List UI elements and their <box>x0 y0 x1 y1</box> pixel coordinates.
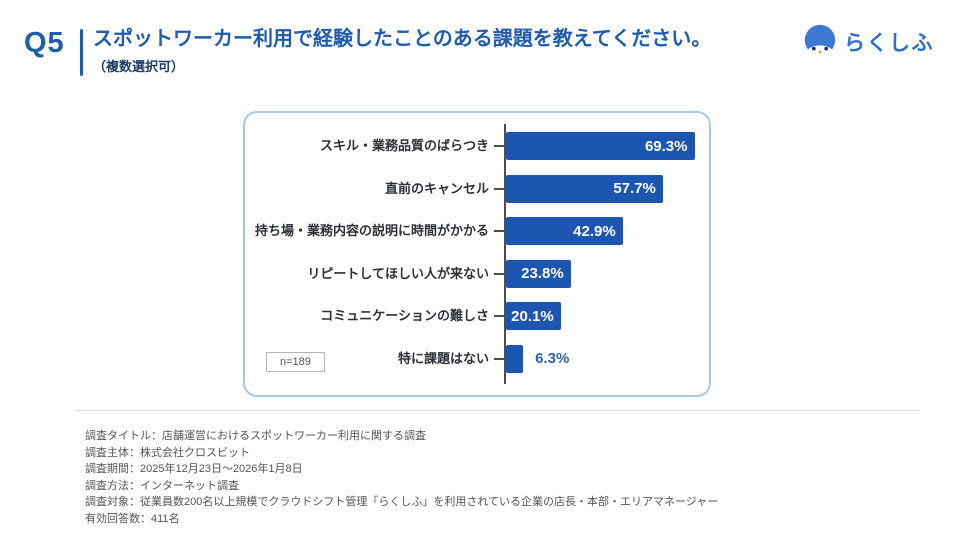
survey-note-line: 調査主体：株式会社クロスビット <box>85 446 250 459</box>
value-label: 20.1% <box>511 307 554 325</box>
value-label: 23.8% <box>521 265 564 283</box>
bar: 20.1% <box>506 302 561 331</box>
page-title: スポットワーカー利用で経験したことのある課題を教えてください。 <box>93 28 712 50</box>
chart-row: 持ち場・業務内容の説明に時間がかかる 42.9% <box>245 217 709 246</box>
chart-row: 直前のキャンセル 57.7% <box>245 174 709 203</box>
brand-logo: らくしふ <box>801 22 934 64</box>
axis-tick <box>494 272 504 275</box>
value-label: 57.7% <box>613 180 656 198</box>
bar: 42.9% <box>506 217 623 246</box>
header-titles: スポットワーカー利用で経験したことのある課題を教えてください。 （複数選択可） <box>93 26 793 75</box>
chart-axis <box>504 124 506 384</box>
axis-tick <box>494 358 504 360</box>
header-divider <box>80 29 83 76</box>
rakushifu-penguin-icon <box>801 22 839 64</box>
category-label: 直前のキャンセル <box>384 180 489 196</box>
category-label: リピートしてほしい人が来ない <box>307 265 489 281</box>
footer-divider <box>75 410 920 411</box>
axis-tick <box>494 230 504 233</box>
value-label: 6.3% <box>535 350 570 367</box>
survey-notes: 調査タイトル：店舗運営におけるスポットワーカー利用に関する調査 調査主体：株式会社… <box>85 428 945 527</box>
axis-tick <box>494 145 504 147</box>
category-label: コミュニケーションの難しさ <box>320 308 489 324</box>
category-label: 持ち場・業務内容の説明に時間がかかる <box>254 223 489 239</box>
survey-note-line: 調査対象：従業員数200名以上規模でクラウドシフト管理「らくしふ」を利用されてい… <box>85 496 719 508</box>
bar: 23.8% <box>506 259 571 288</box>
chart-row: リピートしてほしい人が来ない 23.8% <box>245 259 709 288</box>
page-subtitle: （複数選択可） <box>93 59 185 74</box>
chart-row: コミュニケーションの難しさ 20.1% <box>245 302 709 331</box>
survey-note-line: 調査タイトル：店舗運営におけるスポットワーカー利用に関する調査 <box>85 430 426 442</box>
category-label: スキル・業務品質のばらつき <box>319 138 489 153</box>
bar: 57.7% <box>506 174 663 203</box>
bar: 69.3% <box>506 132 695 160</box>
value-label: 69.3% <box>644 137 688 155</box>
axis-tick <box>494 315 504 318</box>
chart-row: スキル・業務品質のばらつき 69.3% <box>245 132 709 160</box>
axis-tick <box>494 187 504 190</box>
brand-name: らくしふ <box>844 32 934 55</box>
survey-note-line: 調査方法：インターネット調査 <box>85 479 239 492</box>
category-label: 特に課題はない <box>397 351 489 366</box>
bar <box>506 345 524 373</box>
question-number: Q5 <box>24 27 65 59</box>
chart-panel: スキル・業務品質のばらつき 69.3% 直前のキャンセル 57.7% 持ち場・業務内容の… <box>243 111 711 397</box>
value-label: 42.9% <box>573 222 616 240</box>
survey-note-line: 調査期間：2025年12月23日～2026年1月8日 <box>85 463 303 475</box>
chart-row: 特に課題はない 6.3% <box>245 345 709 373</box>
sample-size-badge: n=189 <box>266 352 325 372</box>
survey-note-line: 有効回答数：411名 <box>85 512 180 525</box>
